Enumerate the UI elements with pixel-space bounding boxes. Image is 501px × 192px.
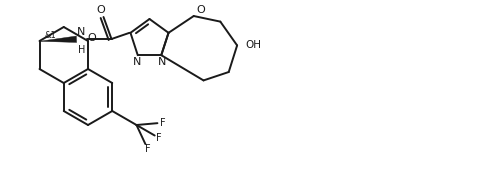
Text: O: O [96, 5, 105, 15]
Text: &1: &1 [45, 31, 56, 41]
Text: F: F [160, 118, 165, 128]
Text: N: N [77, 27, 86, 37]
Text: N: N [158, 57, 166, 67]
Polygon shape [40, 36, 77, 42]
Text: F: F [145, 144, 150, 154]
Text: N: N [133, 57, 141, 67]
Text: H: H [78, 45, 85, 55]
Text: O: O [88, 33, 96, 43]
Text: F: F [156, 133, 162, 143]
Text: O: O [197, 5, 205, 15]
Text: OH: OH [245, 41, 261, 50]
